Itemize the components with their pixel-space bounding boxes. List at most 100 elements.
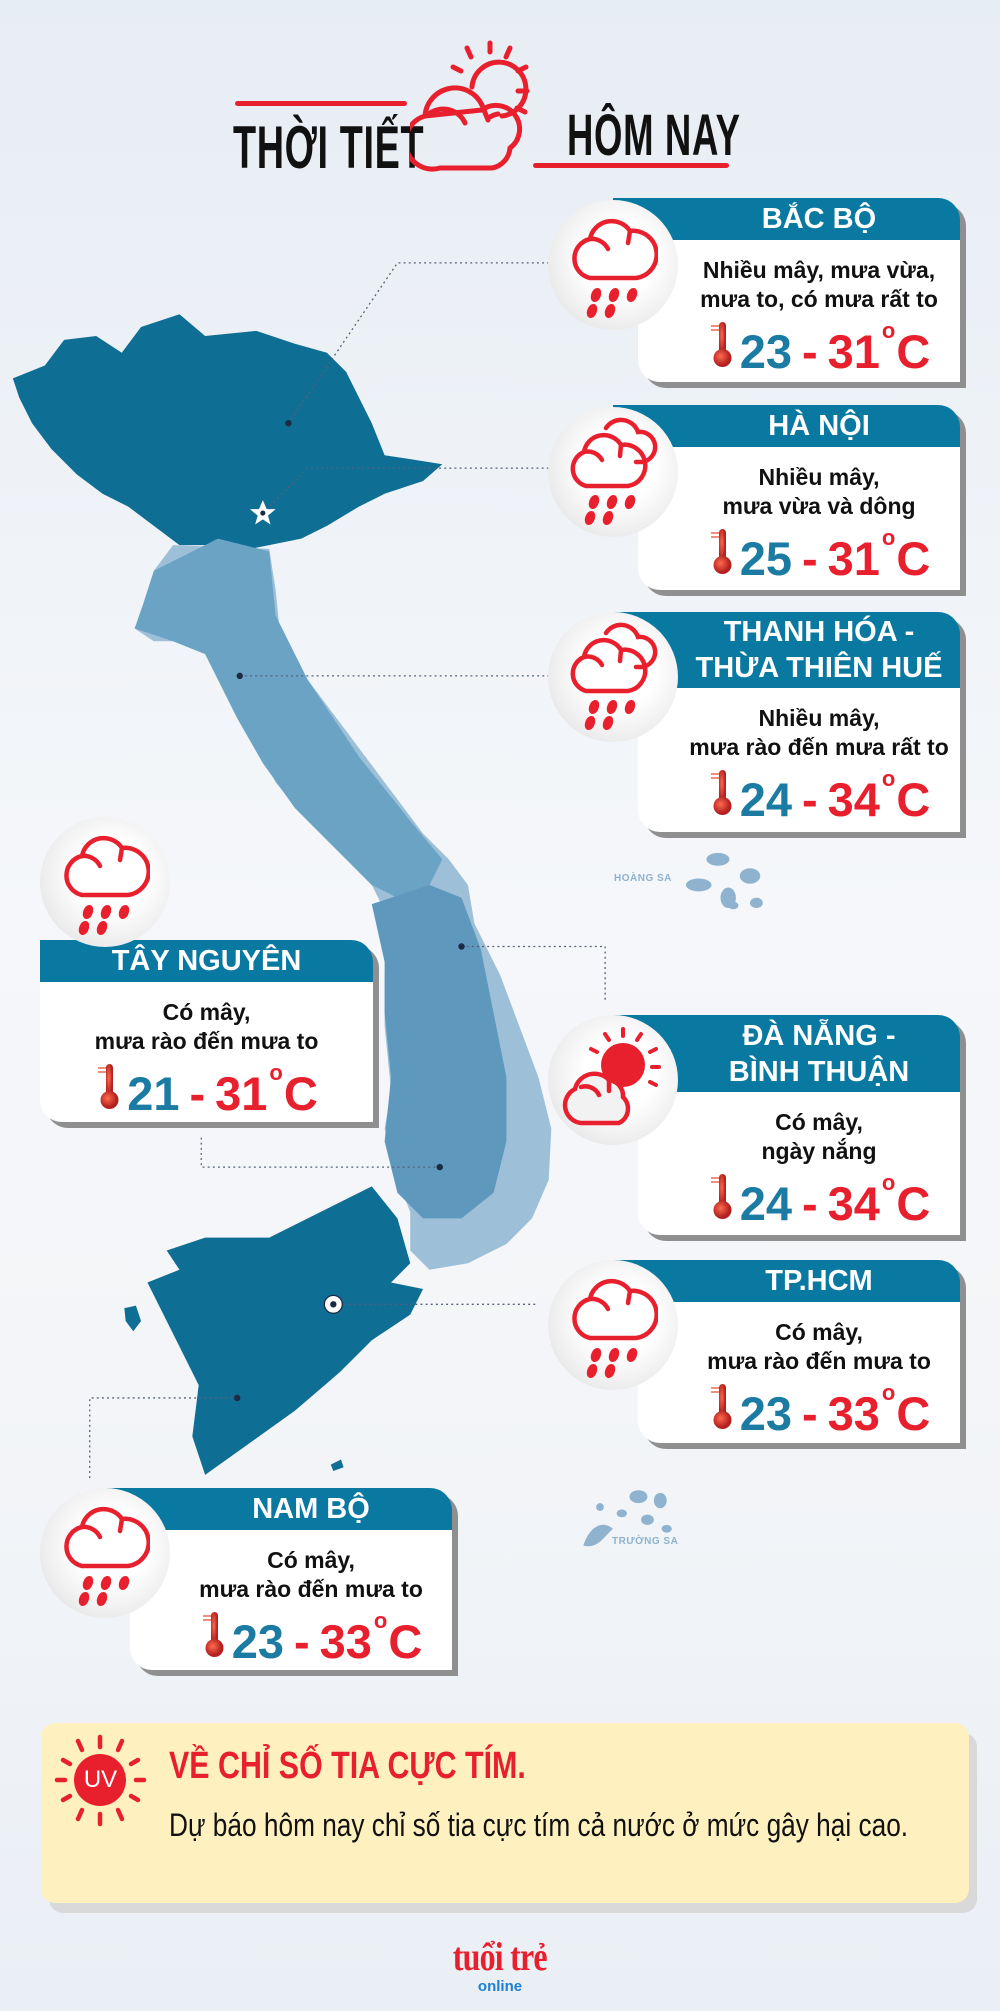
temp-separator: -: [801, 532, 818, 585]
temperature-range: 24 - 34 o C: [678, 768, 960, 825]
card-region-name: HÀ NỘI: [613, 405, 960, 447]
temperature-range: 24 - 34 o C: [678, 1172, 960, 1229]
temp-separator: -: [801, 773, 818, 826]
weather-icon-circle: [548, 1015, 678, 1145]
temp-low: 21: [127, 1067, 180, 1120]
map-region-highlands: [371, 884, 507, 1219]
rain-double-cloud-icon: [566, 615, 661, 740]
map-island-con-dao: [330, 1459, 344, 1472]
temp-low: 23: [231, 1615, 284, 1668]
truong-sa-label: TRƯỜNG SA: [612, 1536, 679, 1547]
weather-icon-circle: [40, 817, 170, 947]
rain-cloud-icon: [60, 1491, 151, 1616]
cloud-sun-icon: [561, 1025, 666, 1135]
region-name-line: TÂY NGUYÊN: [111, 945, 302, 977]
temperature-range: 21 - 31 o C: [40, 1062, 373, 1119]
temp-separator: -: [801, 325, 818, 378]
weather-description: Nhiều mây, mưa rào đến mưa rất to: [678, 704, 960, 762]
region-name-line: THANH HÓA -: [723, 616, 915, 648]
description-line: ngày nắng: [761, 1138, 877, 1164]
description-line: Có mây,: [162, 999, 251, 1025]
map-markers: [233, 420, 465, 1402]
description-line: mưa to, có mưa rất to: [700, 286, 938, 312]
uv-sun-icon: UV: [53, 1733, 148, 1828]
description-line: mưa vừa và dông: [722, 493, 916, 519]
description-line: Nhiều mây, mưa vừa,: [702, 257, 936, 283]
temp-unit: C: [896, 1387, 931, 1440]
weather-icon-circle: [548, 407, 678, 537]
card-body: [638, 240, 960, 382]
temp-unit: C: [896, 1177, 931, 1230]
weather-icon-circle: [548, 200, 678, 330]
card-region-name: TP.HCM: [613, 1260, 960, 1302]
region-name-line: ĐÀ NẴNG -: [742, 1019, 896, 1052]
map-island-phu-quoc: [124, 1305, 142, 1332]
temp-separator: -: [801, 1387, 818, 1440]
temp-high: 34: [827, 1177, 880, 1230]
weather-description: Nhiều mây, mưa vừa và dông: [678, 463, 960, 521]
description-line: mưa rào đến mưa to: [199, 1576, 423, 1602]
hoang-sa-islands: [685, 852, 763, 910]
temp-high: 34: [827, 773, 880, 826]
degree-symbol: o: [881, 766, 896, 791]
region-name-line: NAM BỘ: [252, 1493, 370, 1525]
thermometer-icon: [95, 1062, 121, 1119]
degree-symbol: o: [881, 525, 896, 550]
temperature-range: 23 - 33 o C: [170, 1610, 452, 1667]
thermometer-icon: [708, 527, 734, 584]
temp-high: 33: [319, 1615, 372, 1668]
temp-separator: -: [189, 1067, 206, 1120]
temp-low: 25: [739, 532, 792, 585]
map-region-north-central: [134, 538, 443, 898]
logo-main: tuổi trẻ: [452, 1934, 548, 1979]
region-name-line: BẮC BỘ: [761, 203, 877, 235]
description-line: Có mây,: [775, 1109, 863, 1135]
title-right: HÔM NAY: [567, 103, 741, 168]
region-name-line: HÀ NỘI: [768, 410, 870, 442]
description-line: Nhiều mây,: [758, 464, 880, 490]
weather-description: Có mây, mưa rào đến mưa to: [170, 1546, 452, 1604]
map-regions: [12, 314, 552, 1475]
temp-separator: -: [293, 1615, 310, 1668]
temp-low: 24: [739, 1177, 792, 1230]
weather-description: Có mây, ngày nắng: [678, 1108, 960, 1166]
map-region-south: [147, 1186, 424, 1475]
thermometer-icon: [708, 1172, 734, 1229]
card-region-name: BẮC BỘ: [613, 198, 960, 240]
card-body: [638, 688, 960, 832]
region-name-line: THỪA THIÊN HUẾ: [695, 652, 943, 684]
rain-cloud-icon: [60, 820, 151, 945]
uv-title: VỀ CHỈ SỐ TIA CỰC TÍM.: [169, 1745, 526, 1787]
degree-symbol: o: [881, 318, 896, 343]
hoang-sa-label: HOÀNG SA: [614, 873, 672, 884]
thermometer-icon: [708, 320, 734, 377]
description-line: mưa rào đến mưa rất to: [689, 734, 949, 760]
description-line: Có mây,: [775, 1319, 863, 1345]
temp-unit: C: [896, 532, 931, 585]
title-cloud-sun-icon: [402, 40, 535, 175]
thermometer-icon: [708, 1382, 734, 1439]
temperature-range: 23 - 33 o C: [678, 1382, 960, 1439]
truong-sa-islands: [583, 1490, 672, 1547]
degree-symbol: o: [881, 1380, 896, 1405]
rain-cloud-icon: [568, 203, 659, 328]
weather-icon-circle: [40, 1488, 170, 1618]
uv-info-box: UV VỀ CHỈ SỐ TIA CỰC TÍM. Dự báo hôm nay…: [41, 1723, 969, 1903]
card-region-name: TÂY NGUYÊN: [40, 940, 373, 982]
card-body: [130, 1530, 452, 1670]
temp-high: 31: [827, 325, 880, 378]
title-left: THỜI TIẾT: [233, 114, 425, 181]
temp-unit: C: [388, 1615, 423, 1668]
temp-low: 24: [739, 773, 792, 826]
degree-symbol: o: [881, 1170, 896, 1195]
degree-symbol: o: [269, 1060, 283, 1085]
uv-badge-text: UV: [83, 1766, 118, 1793]
uv-text: Dự báo hôm nay chỉ số tia cực tím cả nướ…: [169, 1807, 909, 1843]
card-body: [40, 982, 373, 1122]
card-body: [638, 1092, 960, 1235]
temp-low: 23: [739, 1387, 792, 1440]
temp-unit: C: [896, 325, 931, 378]
weather-icon-circle: [548, 1260, 678, 1390]
rain-double-cloud-icon: [566, 410, 661, 535]
temp-separator: -: [801, 1177, 818, 1230]
